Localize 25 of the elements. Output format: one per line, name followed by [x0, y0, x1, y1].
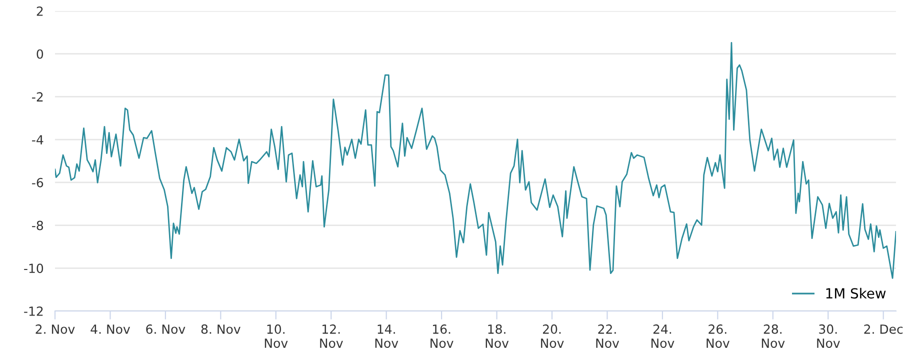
x-tick-label: 18. Nov: [486, 324, 509, 348]
y-tick-label: -8: [32, 220, 44, 230]
y-tick-label: 2: [36, 6, 43, 16]
legend-label: 1M Skew: [826, 288, 886, 299]
x-tick-label: 16. Nov: [430, 324, 454, 348]
y-tick-label: -2: [32, 92, 43, 102]
y-tick-label: 0: [36, 49, 44, 59]
x-tick-label: 24. Nov: [651, 324, 674, 348]
x-tick-label: 2. Dec: [864, 324, 903, 334]
x-tick-label: 28. Nov: [762, 324, 785, 348]
x-tick-label: 14. Nov: [375, 324, 398, 348]
x-tick-label: 6. Nov: [146, 324, 186, 334]
y-tick-label: -6: [32, 178, 44, 188]
y-tick-label: -10: [24, 264, 44, 274]
x-tick-label: 4. Nov: [90, 324, 130, 334]
x-tick-label: 10. Nov: [264, 324, 288, 348]
x-tick-label: 20. Nov: [541, 324, 564, 348]
y-tick-label: -12: [24, 306, 43, 316]
y-tick-label: -4: [32, 135, 44, 144]
x-tick-label: 2. Nov: [36, 324, 75, 334]
x-tick-label: 30. Nov: [817, 324, 840, 348]
x-tick-label: 12. Nov: [320, 324, 343, 348]
x-tick-label: 8. Nov: [201, 324, 240, 334]
x-tick-label: 26. Nov: [706, 324, 730, 348]
x-tick-label: 22. Nov: [596, 324, 620, 348]
